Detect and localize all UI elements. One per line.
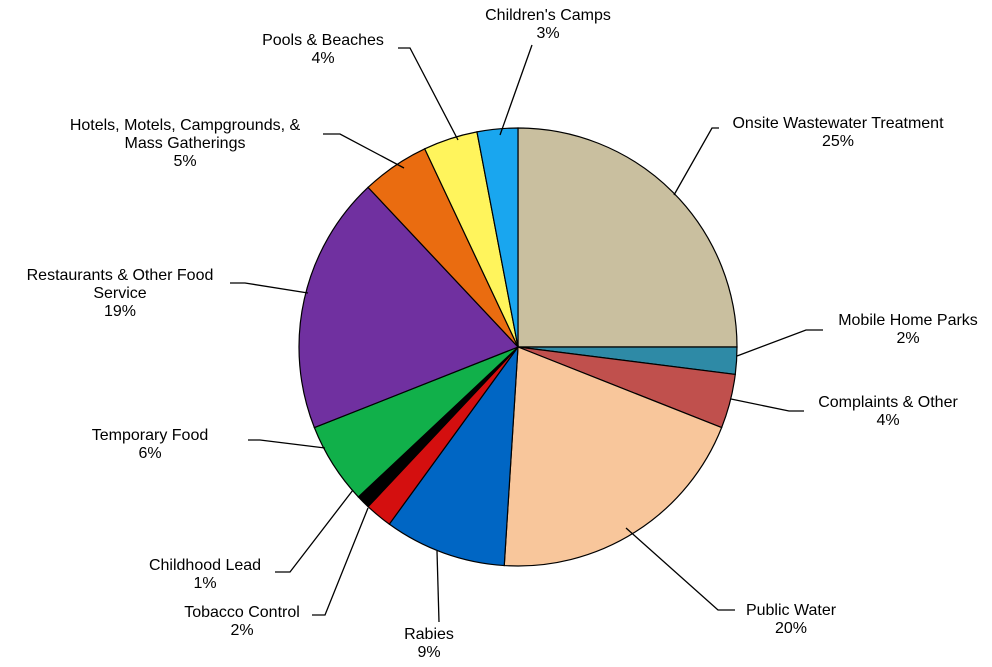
slice-name-label: Service [93,285,146,302]
leader-line-children-s-camps [499,44,533,136]
leader-line-temporary-food [248,439,326,449]
leader-line-complaints-other [730,398,804,412]
slice-percent-label: 25% [822,133,854,150]
slice-percent-label: 3% [536,25,559,42]
slice-name-label: Onsite Wastewater Treatment [732,115,944,132]
leader-line-mobile-home-parks [736,329,823,357]
slice-name-label: Hotels, Motels, Campgrounds, & [70,117,301,134]
slice-percent-label: 2% [230,622,253,639]
slice-percent-label: 1% [193,575,216,592]
leader-line-rabies [436,550,440,623]
slice-percent-label: 4% [311,50,334,67]
pie-slice-rabies [388,344,519,567]
slice-name-label: Restaurants & Other Food [27,267,214,284]
slice-percent-label: 19% [104,303,136,320]
slice-name-label: Complaints & Other [818,394,958,411]
leader-lines [230,44,823,623]
slice-percent-label: 9% [417,644,440,661]
leader-line-restaurants-other-food-service [230,282,309,294]
pie-slice-restaurants-other-food-service [298,186,520,429]
leader-line-public-water [625,527,735,611]
slice-name-label: Rabies [404,626,454,643]
slice-percent-label: 20% [775,620,807,637]
slice-name-label: Children's Camps [485,7,611,24]
leader-line-hotels-motels-campgrounds-mass-gatherings [323,133,405,169]
slice-name-label: Public Water [746,602,837,619]
slice-name-label: Mass Gatherings [125,135,246,152]
pie-slice-public-water [503,346,723,567]
pie-slice-children-s-camps [476,127,519,348]
slice-percent-label: 5% [173,153,196,170]
slice-name-label: Mobile Home Parks [838,312,978,329]
slice-name-label: Pools & Beaches [262,32,384,49]
slice-name-label: Tobacco Control [184,604,300,621]
slice-percent-label: 6% [138,445,161,462]
leader-line-tobacco-control [312,507,369,616]
slice-percent-label: 4% [876,412,899,429]
pie-slice-onsite-wastewater-treatment [517,127,738,348]
slice-name-label: Temporary Food [92,427,209,444]
leader-line-childhood-lead [275,489,354,573]
slice-name-label: Childhood Lead [149,557,261,574]
leader-line-onsite-wastewater-treatment [673,127,719,196]
slice-percent-label: 2% [896,330,919,347]
leader-line-pools-beaches [398,47,459,141]
pie-slices [298,127,738,567]
